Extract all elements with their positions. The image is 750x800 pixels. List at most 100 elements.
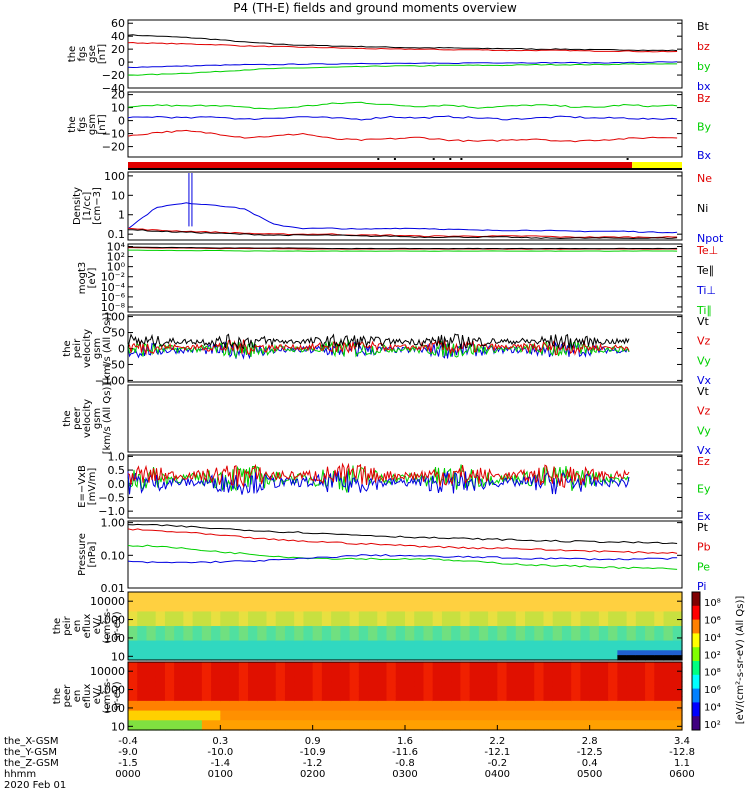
spectrogram-cell	[552, 666, 563, 673]
spectrogram-cell	[534, 645, 545, 651]
spectrogram-cell	[525, 606, 535, 613]
spectrogram-cell	[128, 725, 138, 731]
spectrogram-cell	[626, 601, 637, 608]
spectrogram-cell	[645, 645, 655, 651]
y-axis-label: (cm²-s-	[102, 608, 113, 644]
spectrogram-cell	[395, 621, 406, 627]
spectrogram-cell	[201, 681, 212, 687]
spectrogram-cell	[248, 650, 258, 656]
spectrogram-cell	[386, 666, 397, 673]
spectrogram-cell	[331, 700, 341, 707]
spectrogram-cell	[478, 655, 489, 661]
spectrogram-cell	[460, 666, 471, 673]
spectrogram-cell	[238, 686, 249, 692]
spectrogram-cell	[654, 630, 665, 637]
spectrogram-cell	[368, 621, 378, 627]
spectrogram-cell	[312, 626, 323, 632]
spectrogram-cell	[635, 691, 646, 697]
spectrogram-cell	[266, 640, 277, 647]
spectrogram-cell	[506, 635, 517, 642]
spectrogram-cell	[284, 671, 295, 678]
spectrogram-cell	[552, 611, 563, 617]
spectrogram-cell	[192, 691, 203, 697]
spectrogram-cell	[340, 616, 351, 622]
spectrogram-cell	[441, 676, 452, 683]
spectrogram-cell	[220, 626, 231, 632]
spectrogram-cell	[340, 671, 351, 678]
spectrogram-cell	[377, 606, 388, 613]
spectrogram-cell	[478, 621, 489, 627]
spectrogram-cell	[331, 720, 341, 726]
spectrogram-cell	[441, 700, 452, 707]
spectrogram-cell	[608, 616, 618, 622]
spectrogram-cell	[183, 705, 194, 712]
spectrogram-cell	[211, 606, 221, 613]
x-tick-label: 2.2	[489, 736, 505, 747]
y-tick-label: −50	[102, 358, 125, 371]
spectrogram-cell	[174, 635, 184, 642]
spectrogram-cell	[303, 635, 314, 642]
spectrogram-cell	[432, 611, 443, 617]
legend-By: By	[697, 121, 712, 134]
spectrogram-cell	[340, 700, 351, 707]
spectrogram-cell	[469, 626, 480, 632]
spectrogram-cell	[294, 645, 305, 651]
spectrogram-cell	[211, 596, 221, 603]
spectrogram-cell	[331, 596, 341, 603]
spectrogram-cell	[506, 621, 517, 627]
y-tick-label: −20	[102, 69, 125, 82]
y-axis-label: Density	[72, 187, 83, 225]
spectrogram-cell	[580, 691, 591, 697]
spectrogram-cell	[645, 686, 655, 692]
spectrogram-cell	[303, 626, 314, 632]
spectrogram-cell	[405, 720, 415, 726]
spectrogram-cell	[303, 696, 314, 702]
spectrogram-cell	[137, 696, 148, 702]
spectrogram-cell	[488, 626, 498, 632]
legend-bz: bz	[697, 40, 710, 53]
series-blue-line	[127, 553, 678, 564]
spectrogram-cell	[211, 650, 221, 656]
spectrogram-cell	[340, 691, 351, 697]
spectrogram-cell	[635, 645, 646, 651]
spectrogram-cell	[654, 611, 665, 617]
spectrogram-cell	[598, 650, 609, 656]
spectrogram-cell	[552, 621, 563, 627]
spectrogram-cell	[543, 611, 554, 617]
legend-Vy: Vy	[697, 424, 711, 437]
y-axis-label: [cm−3]	[92, 187, 103, 225]
spectrogram-cell	[405, 601, 415, 608]
spectrogram-cell	[303, 655, 314, 661]
spectrogram-cell	[377, 676, 388, 683]
series-green-line	[127, 338, 630, 359]
spectrogram-cell	[441, 606, 452, 613]
spectrogram-cell	[451, 640, 461, 647]
spectrogram-cell	[460, 596, 471, 603]
spectrogram-cell	[331, 691, 341, 697]
spectrogram-cell	[192, 601, 203, 608]
spectrogram-cell	[164, 666, 175, 673]
spectrogram-cell	[358, 616, 369, 622]
spectrogram-cell	[515, 592, 526, 598]
series-green-line	[127, 63, 678, 76]
series-black-line	[127, 333, 630, 350]
spectrogram-cell	[663, 710, 674, 717]
spectrogram-cell	[183, 640, 194, 647]
spectrogram-cell	[266, 630, 277, 637]
spectrogram-cell	[617, 715, 628, 721]
spectrogram-cell	[284, 662, 295, 668]
spectrogram-cell	[608, 700, 618, 707]
spectrogram-cell	[211, 686, 221, 692]
y-tick-label: −0.5	[98, 491, 125, 504]
x-tick-label: -0.8	[395, 758, 415, 769]
spectrogram-cell	[294, 650, 305, 656]
spectrogram-cell	[478, 606, 489, 613]
spectrogram-cell	[515, 626, 526, 632]
spectrogram-cell	[229, 720, 240, 726]
spectrogram-cell	[543, 640, 554, 647]
spectrogram-cell	[645, 725, 655, 731]
spectrogram-cell	[617, 705, 628, 712]
spectrogram-cell	[284, 666, 295, 673]
spectrogram-cell	[405, 655, 415, 661]
spectrogram-cell	[645, 676, 655, 683]
